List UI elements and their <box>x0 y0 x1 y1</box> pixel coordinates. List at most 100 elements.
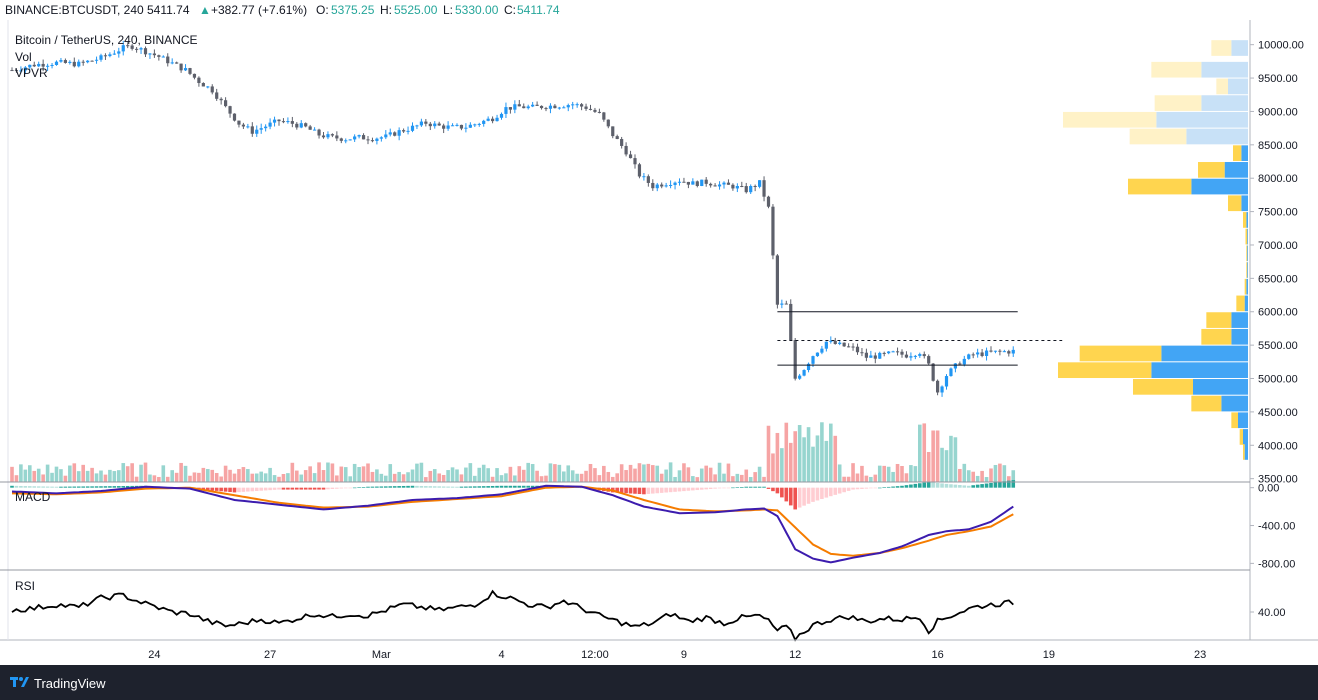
volume-bar <box>317 462 321 482</box>
macd-histogram-bar <box>895 486 900 488</box>
candle-body <box>477 123 481 125</box>
volume-bar <box>642 464 646 482</box>
volume-bar <box>232 473 237 482</box>
candle-body <box>575 104 579 106</box>
volume-bar <box>36 468 41 482</box>
candle-body <box>651 182 655 189</box>
macd-histogram-bar <box>637 487 642 495</box>
volume-bar <box>170 470 174 482</box>
macd-histogram-bar <box>922 482 927 488</box>
volume-bar <box>762 476 766 482</box>
candle-body <box>851 346 855 348</box>
macd-histogram-bar <box>263 487 268 491</box>
volume-bar <box>28 465 32 482</box>
volume-bar <box>99 470 103 482</box>
macd-histogram-bar <box>232 487 237 493</box>
macd-histogram-bar <box>780 487 784 498</box>
volume-bar <box>59 469 63 482</box>
candle-body <box>793 340 797 379</box>
vpvr-legend[interactable]: VPVR <box>15 66 48 80</box>
volume-profile <box>1058 40 1248 460</box>
macd-histogram-bar <box>468 486 473 488</box>
candle-body <box>780 303 784 305</box>
volume-bars <box>10 422 1016 482</box>
candle-body <box>237 120 241 125</box>
volume-bar <box>513 475 517 482</box>
volume-bar <box>50 472 54 482</box>
volume-bar <box>731 476 735 482</box>
vp-down-bar <box>1233 145 1242 162</box>
macd-histogram-bar <box>815 487 820 501</box>
macd-histogram-bar <box>708 487 713 489</box>
vp-down-bar <box>1154 95 1202 111</box>
macd-histogram-bar <box>806 487 811 504</box>
candle-body <box>166 56 170 64</box>
volume-bar <box>335 475 339 482</box>
macd-legend[interactable]: MACD <box>15 490 51 504</box>
volume-bar <box>384 475 388 482</box>
symbol-label[interactable]: BINANCE:BTCUSDT, 240 <box>5 3 144 17</box>
candle-body <box>419 121 423 126</box>
volume-bar <box>753 472 757 482</box>
candle-body <box>904 354 909 358</box>
candle-body <box>749 185 753 193</box>
chart-canvas[interactable]: 10000.00 9500.00 9000.00 8500.00 8000.00 7500… <box>0 20 1318 665</box>
macd-histogram-bar <box>913 483 918 488</box>
macd-histogram-bar <box>19 485 23 488</box>
open-label: O: <box>316 3 329 17</box>
price-tick-label: 6000.00 <box>1258 307 1298 319</box>
candle-body <box>175 62 179 64</box>
volume-bar <box>455 469 459 482</box>
candle-body <box>913 355 917 357</box>
volume-bar <box>219 476 223 482</box>
macd-histogram-bar <box>824 487 829 498</box>
candle-body <box>446 125 450 129</box>
volume-bar <box>477 467 482 482</box>
macd-histogram-bar <box>50 486 54 488</box>
candle-body <box>597 111 601 113</box>
candle-body <box>54 61 59 65</box>
volume-bar <box>931 430 935 482</box>
candle-body <box>121 45 125 52</box>
candle-body <box>922 354 926 357</box>
macd-histogram-bar <box>651 487 655 494</box>
candle-body <box>539 105 544 109</box>
macd-histogram-bar <box>775 487 780 494</box>
candle-body <box>766 196 771 207</box>
macd-histogram-bar <box>343 487 348 489</box>
price-tick-label: 3500.00 <box>1258 474 1298 486</box>
volume-bar <box>263 473 268 482</box>
footer-brand[interactable]: TradingView <box>34 676 106 691</box>
candle-body <box>940 386 944 393</box>
vp-up-bar <box>1201 95 1248 111</box>
macd-histogram-bar <box>744 486 749 488</box>
macd-tick-label: -400.00 <box>1258 521 1295 533</box>
rsi-legend[interactable]: RSI <box>15 579 35 593</box>
candle-body <box>971 354 975 356</box>
candle-body <box>611 126 615 137</box>
macd-histogram-bar <box>931 482 935 488</box>
candle-body <box>379 137 383 139</box>
vol-legend[interactable]: Vol <box>15 50 32 64</box>
volume-bar <box>664 469 668 482</box>
macd-histogram-bar <box>677 487 682 492</box>
volume-bar <box>499 475 504 482</box>
candle-body <box>59 60 63 62</box>
candle-body <box>931 363 935 381</box>
candle-body <box>998 350 1002 352</box>
volume-bar <box>206 469 210 482</box>
macd-histogram-bar <box>424 486 428 488</box>
macd-histogram-bar <box>837 487 842 494</box>
vp-up-bar <box>1238 412 1248 429</box>
volume-bar <box>771 453 775 482</box>
candle-body <box>201 83 205 87</box>
volume-bar <box>10 466 14 482</box>
volume-bar <box>775 432 780 482</box>
candle-body <box>526 106 530 109</box>
macd-histogram-bar <box>869 487 873 489</box>
macd-histogram-bar <box>63 486 68 488</box>
macd-histogram-bar <box>59 486 63 488</box>
candle-body <box>424 121 428 124</box>
candle-body <box>491 118 495 122</box>
macd-histogram-bar <box>94 486 99 488</box>
